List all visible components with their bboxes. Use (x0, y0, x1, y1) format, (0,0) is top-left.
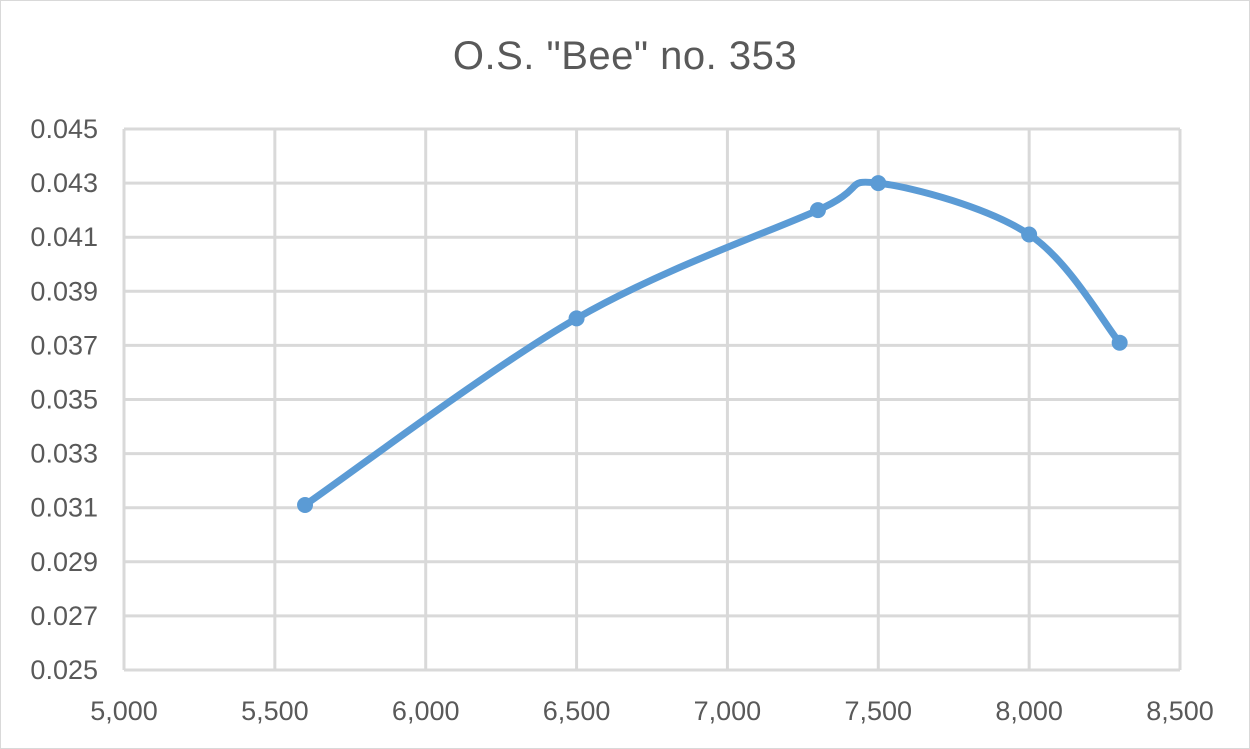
y-tick-label: 0.035 (30, 385, 98, 415)
series-line (301, 178, 1124, 509)
chart-title: O.S. "Bee" no. 353 (452, 34, 798, 78)
x-tick-label: 7,000 (694, 696, 762, 726)
data-point (1111, 334, 1128, 351)
x-tick-label: 8,000 (995, 696, 1063, 726)
data-point (870, 175, 887, 192)
y-tick-label: 0.041 (30, 222, 98, 252)
data-point (809, 202, 826, 219)
x-tick-label: 5,000 (90, 696, 158, 726)
y-tick-label: 0.033 (30, 439, 98, 469)
x-tick-label: 8,500 (1146, 696, 1214, 726)
y-tick-label: 0.045 (30, 114, 98, 144)
y-tick-label: 0.039 (30, 276, 98, 306)
x-tick-label: 5,500 (241, 696, 309, 726)
x-tick-label: 6,000 (392, 696, 460, 726)
y-tick-label: 0.029 (30, 547, 98, 577)
y-tick-label: 0.031 (30, 493, 98, 523)
x-tick-label: 6,500 (543, 696, 611, 726)
data-point (297, 496, 314, 513)
data-point (568, 310, 585, 327)
y-tick-label: 0.025 (30, 655, 98, 685)
y-tick-label: 0.037 (30, 330, 98, 360)
data-point (1021, 226, 1038, 243)
y-tick-label: 0.027 (30, 601, 98, 631)
x-tick-label: 7,500 (844, 696, 912, 726)
y-tick-label: 0.043 (30, 168, 98, 198)
